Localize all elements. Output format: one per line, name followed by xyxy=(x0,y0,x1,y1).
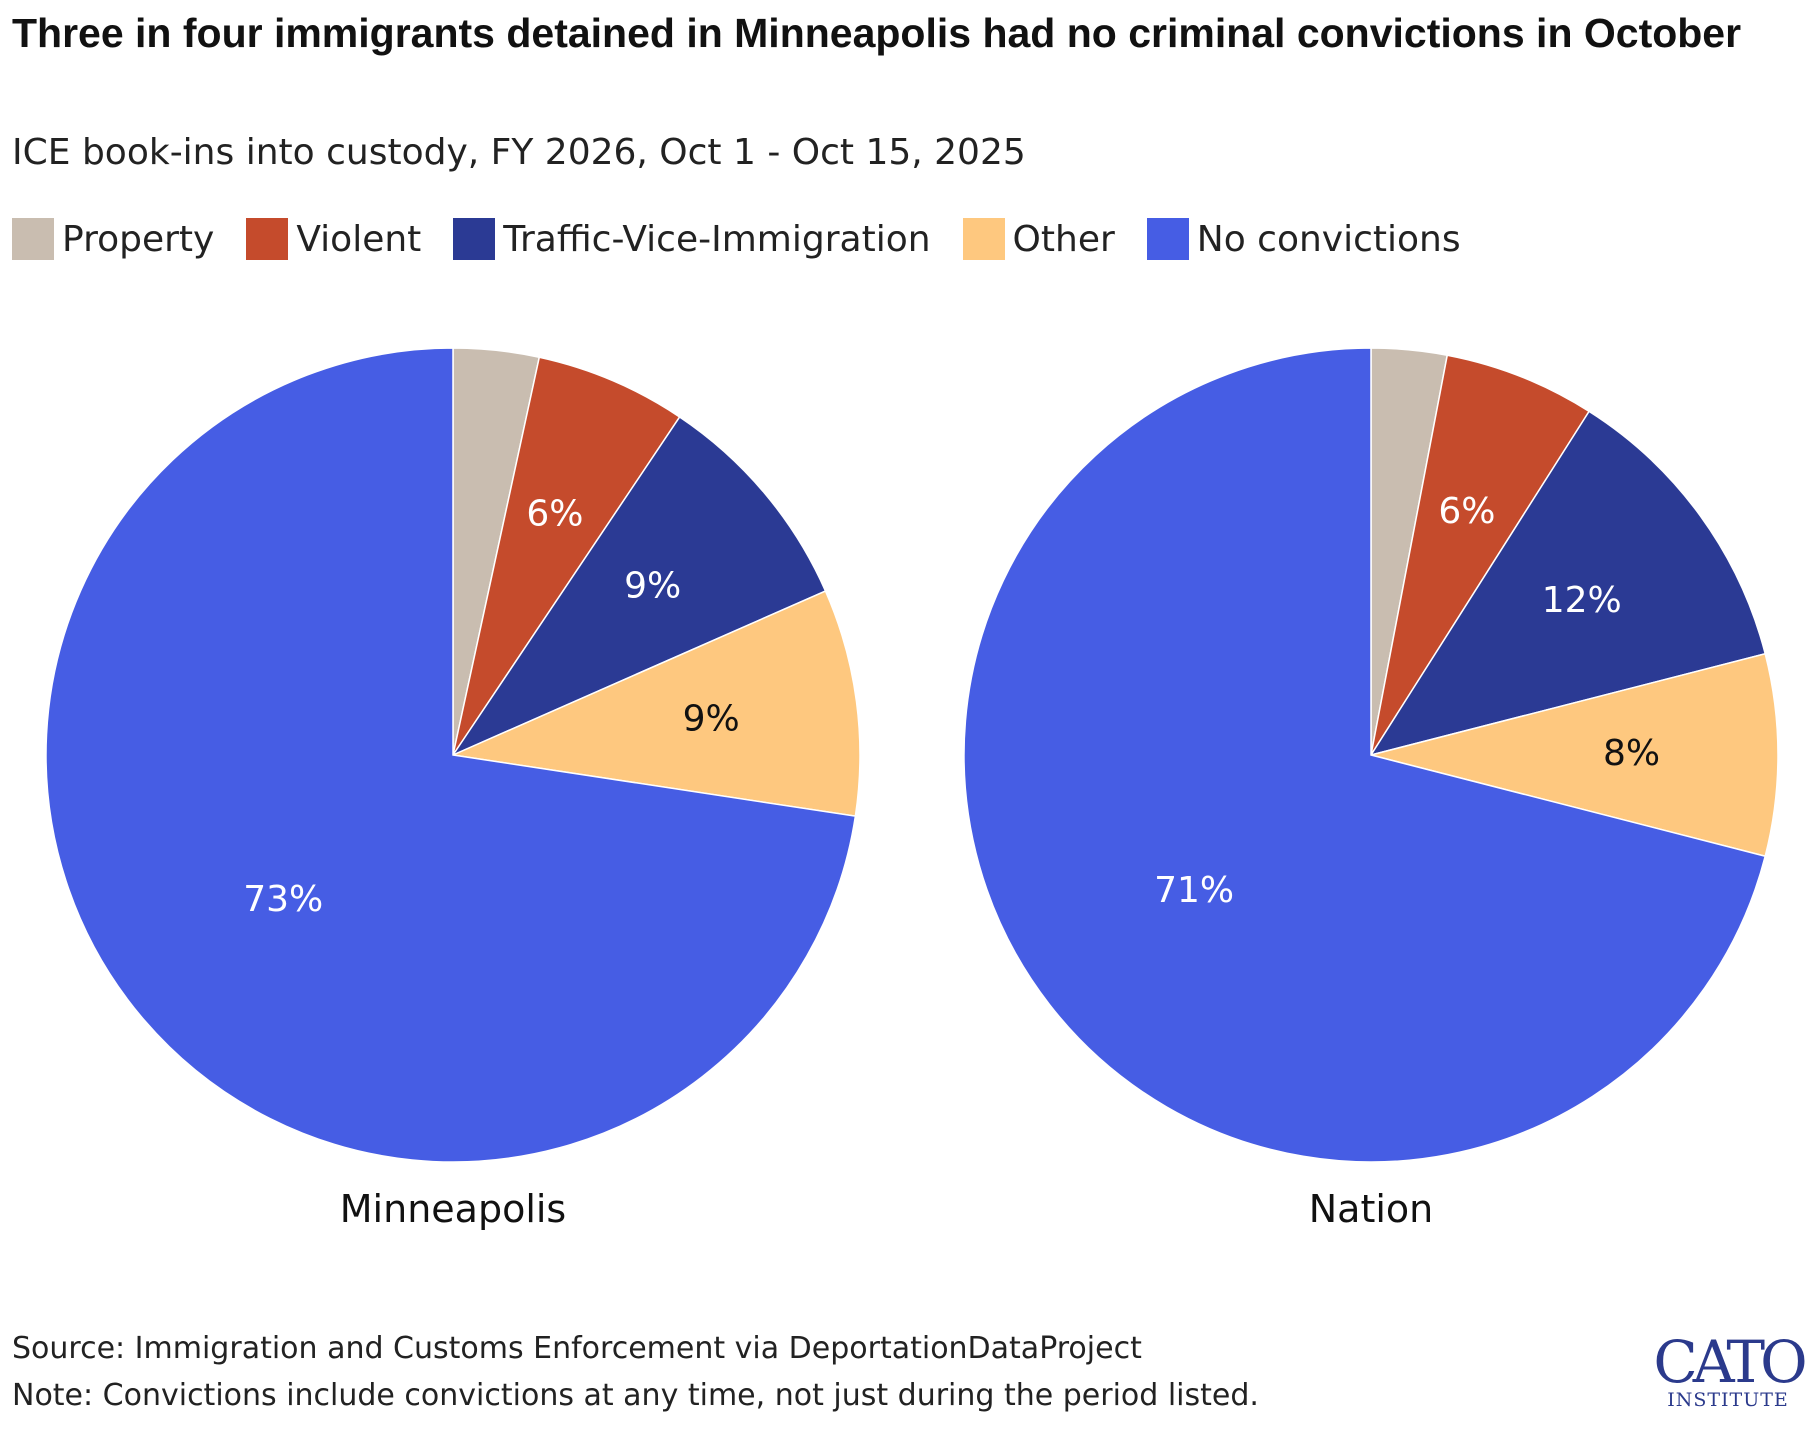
pie-slice-minneapolis-violent xyxy=(452,356,681,756)
pie-slice-nation-traffic-vice-immigration xyxy=(1369,410,1767,757)
footnote: Note: Convictions include convictions at… xyxy=(12,1378,1259,1413)
legend-item-other: Other xyxy=(962,218,1115,260)
chart-subtitle: ICE book-ins into custody, FY 2026, Oct … xyxy=(12,132,1026,173)
legend-label-property: Property xyxy=(62,218,215,260)
pie-slice-minneapolis-other xyxy=(450,590,861,817)
pie-minneapolis: 6% 9% 9% 73% Minneapolis xyxy=(45,347,861,1231)
legend-swatch-other xyxy=(962,218,1005,260)
cato-institute-logo: CATO INSTITUTE xyxy=(1648,1328,1808,1411)
legend-label-violent: Violent xyxy=(296,218,422,260)
logo-subtext: INSTITUTE xyxy=(1667,1389,1789,1411)
legend-label-traffic-vice-immigration: Traffic-Vice-Immigration xyxy=(503,218,931,260)
legend: Property Violent Traffic-Vice-Immigratio… xyxy=(12,218,1493,260)
legend-swatch-property xyxy=(12,218,54,260)
legend-item-traffic-vice-immigration: Traffic-Vice-Immigration xyxy=(453,218,931,260)
legend-item-violent: Violent xyxy=(246,218,421,260)
data-label-minneapolis-no-convictions: 73% xyxy=(243,879,323,920)
pie-slice-nation-other xyxy=(1370,652,1779,858)
pie-title-nation: Nation xyxy=(1309,1187,1434,1231)
data-label-nation-other: 8% xyxy=(1603,733,1660,774)
pie-slice-minneapolis-no-convictions xyxy=(45,347,857,1163)
data-label-nation-traffic-vice-immigration: 12% xyxy=(1542,580,1622,621)
data-label-minneapolis-violent: 6% xyxy=(526,493,583,534)
pie-nation: 6% 12% 8% 71% Nation xyxy=(963,347,1779,1231)
pie-slice-nation-no-convictions xyxy=(963,347,1767,1163)
data-label-nation-violent: 6% xyxy=(1438,491,1495,532)
data-label-minneapolis-other: 9% xyxy=(683,699,740,740)
data-label-nation-no-convictions: 71% xyxy=(1154,870,1234,911)
legend-swatch-no-convictions xyxy=(1146,218,1189,260)
legend-label-other: Other xyxy=(1012,218,1115,260)
data-label-minneapolis-traffic-vice-immigration: 9% xyxy=(624,566,681,607)
source-note: Source: Immigration and Customs Enforcem… xyxy=(12,1331,1142,1366)
legend-item-property: Property xyxy=(12,218,214,260)
chart-title: Three in four immigrants detained in Min… xyxy=(12,10,1742,56)
pie-slice-nation-violent xyxy=(1370,354,1591,756)
legend-item-no-convictions: No convictions xyxy=(1146,218,1461,260)
pie-slice-minneapolis-traffic-vice-immigration xyxy=(450,415,827,757)
legend-swatch-violent xyxy=(246,218,289,260)
pie-title-minneapolis: Minneapolis xyxy=(340,1187,566,1231)
legend-label-no-convictions: No convictions xyxy=(1196,218,1461,260)
legend-swatch-traffic-vice-immigration xyxy=(453,218,496,260)
logo-wordmark: CATO xyxy=(1653,1328,1807,1396)
